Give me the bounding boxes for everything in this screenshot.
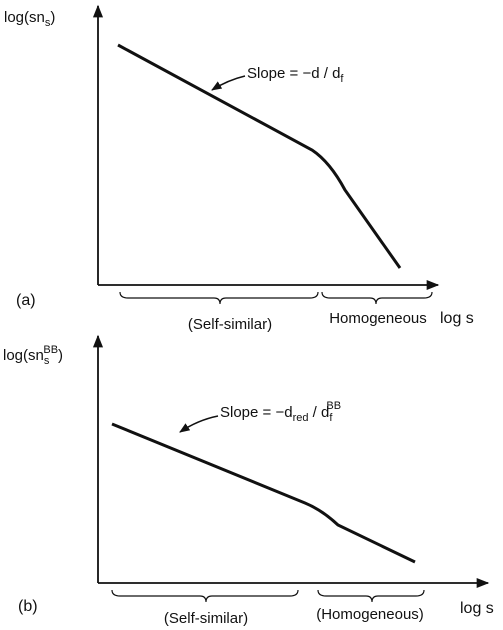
region-label: (Self-similar) — [164, 610, 248, 627]
curve — [111, 422, 416, 564]
region-label: Homogeneous — [329, 310, 427, 327]
text-part: ) — [58, 347, 63, 364]
text-part: f — [329, 412, 333, 424]
brace — [317, 589, 425, 603]
text-part: / d — [308, 404, 329, 421]
y-label: log(snsBB) — [3, 344, 63, 367]
panel-b: Slope = −dred / dfBB log(snsBB) (Self-si… — [3, 334, 494, 627]
text-part: Slope = −d — [220, 404, 293, 421]
region-label: (Self-similar) — [188, 316, 272, 333]
brace — [321, 291, 433, 305]
curve — [117, 43, 402, 269]
text-part: s — [44, 355, 50, 367]
panel-label: (a) — [16, 292, 36, 309]
text-part: log(sn — [4, 9, 45, 26]
y-label: log(sns) — [4, 9, 55, 29]
x-label: log s — [440, 310, 474, 327]
region-label: (Homogeneous) — [316, 606, 424, 623]
brace — [111, 589, 299, 603]
panel-label: (b) — [18, 598, 38, 615]
x-label: log s — [460, 600, 494, 617]
text-part: BB — [43, 344, 58, 356]
slope-label: Slope = −dred / dfBB — [220, 400, 341, 424]
brace — [119, 291, 319, 305]
text-part: BB — [326, 400, 341, 412]
text-part: red — [293, 412, 309, 424]
text-part: f — [340, 73, 344, 85]
text-part: s — [45, 17, 51, 29]
slope-arrow — [179, 415, 219, 433]
slope-label: Slope = −d / df — [247, 65, 344, 85]
slope-arrow — [211, 75, 246, 91]
text-part: Slope = −d / d — [247, 65, 340, 82]
text-part: log(sn — [3, 347, 44, 364]
panel-a: Slope = −d / df log(sns) (Self-similar) … — [4, 4, 474, 333]
text-part: ) — [50, 9, 55, 26]
